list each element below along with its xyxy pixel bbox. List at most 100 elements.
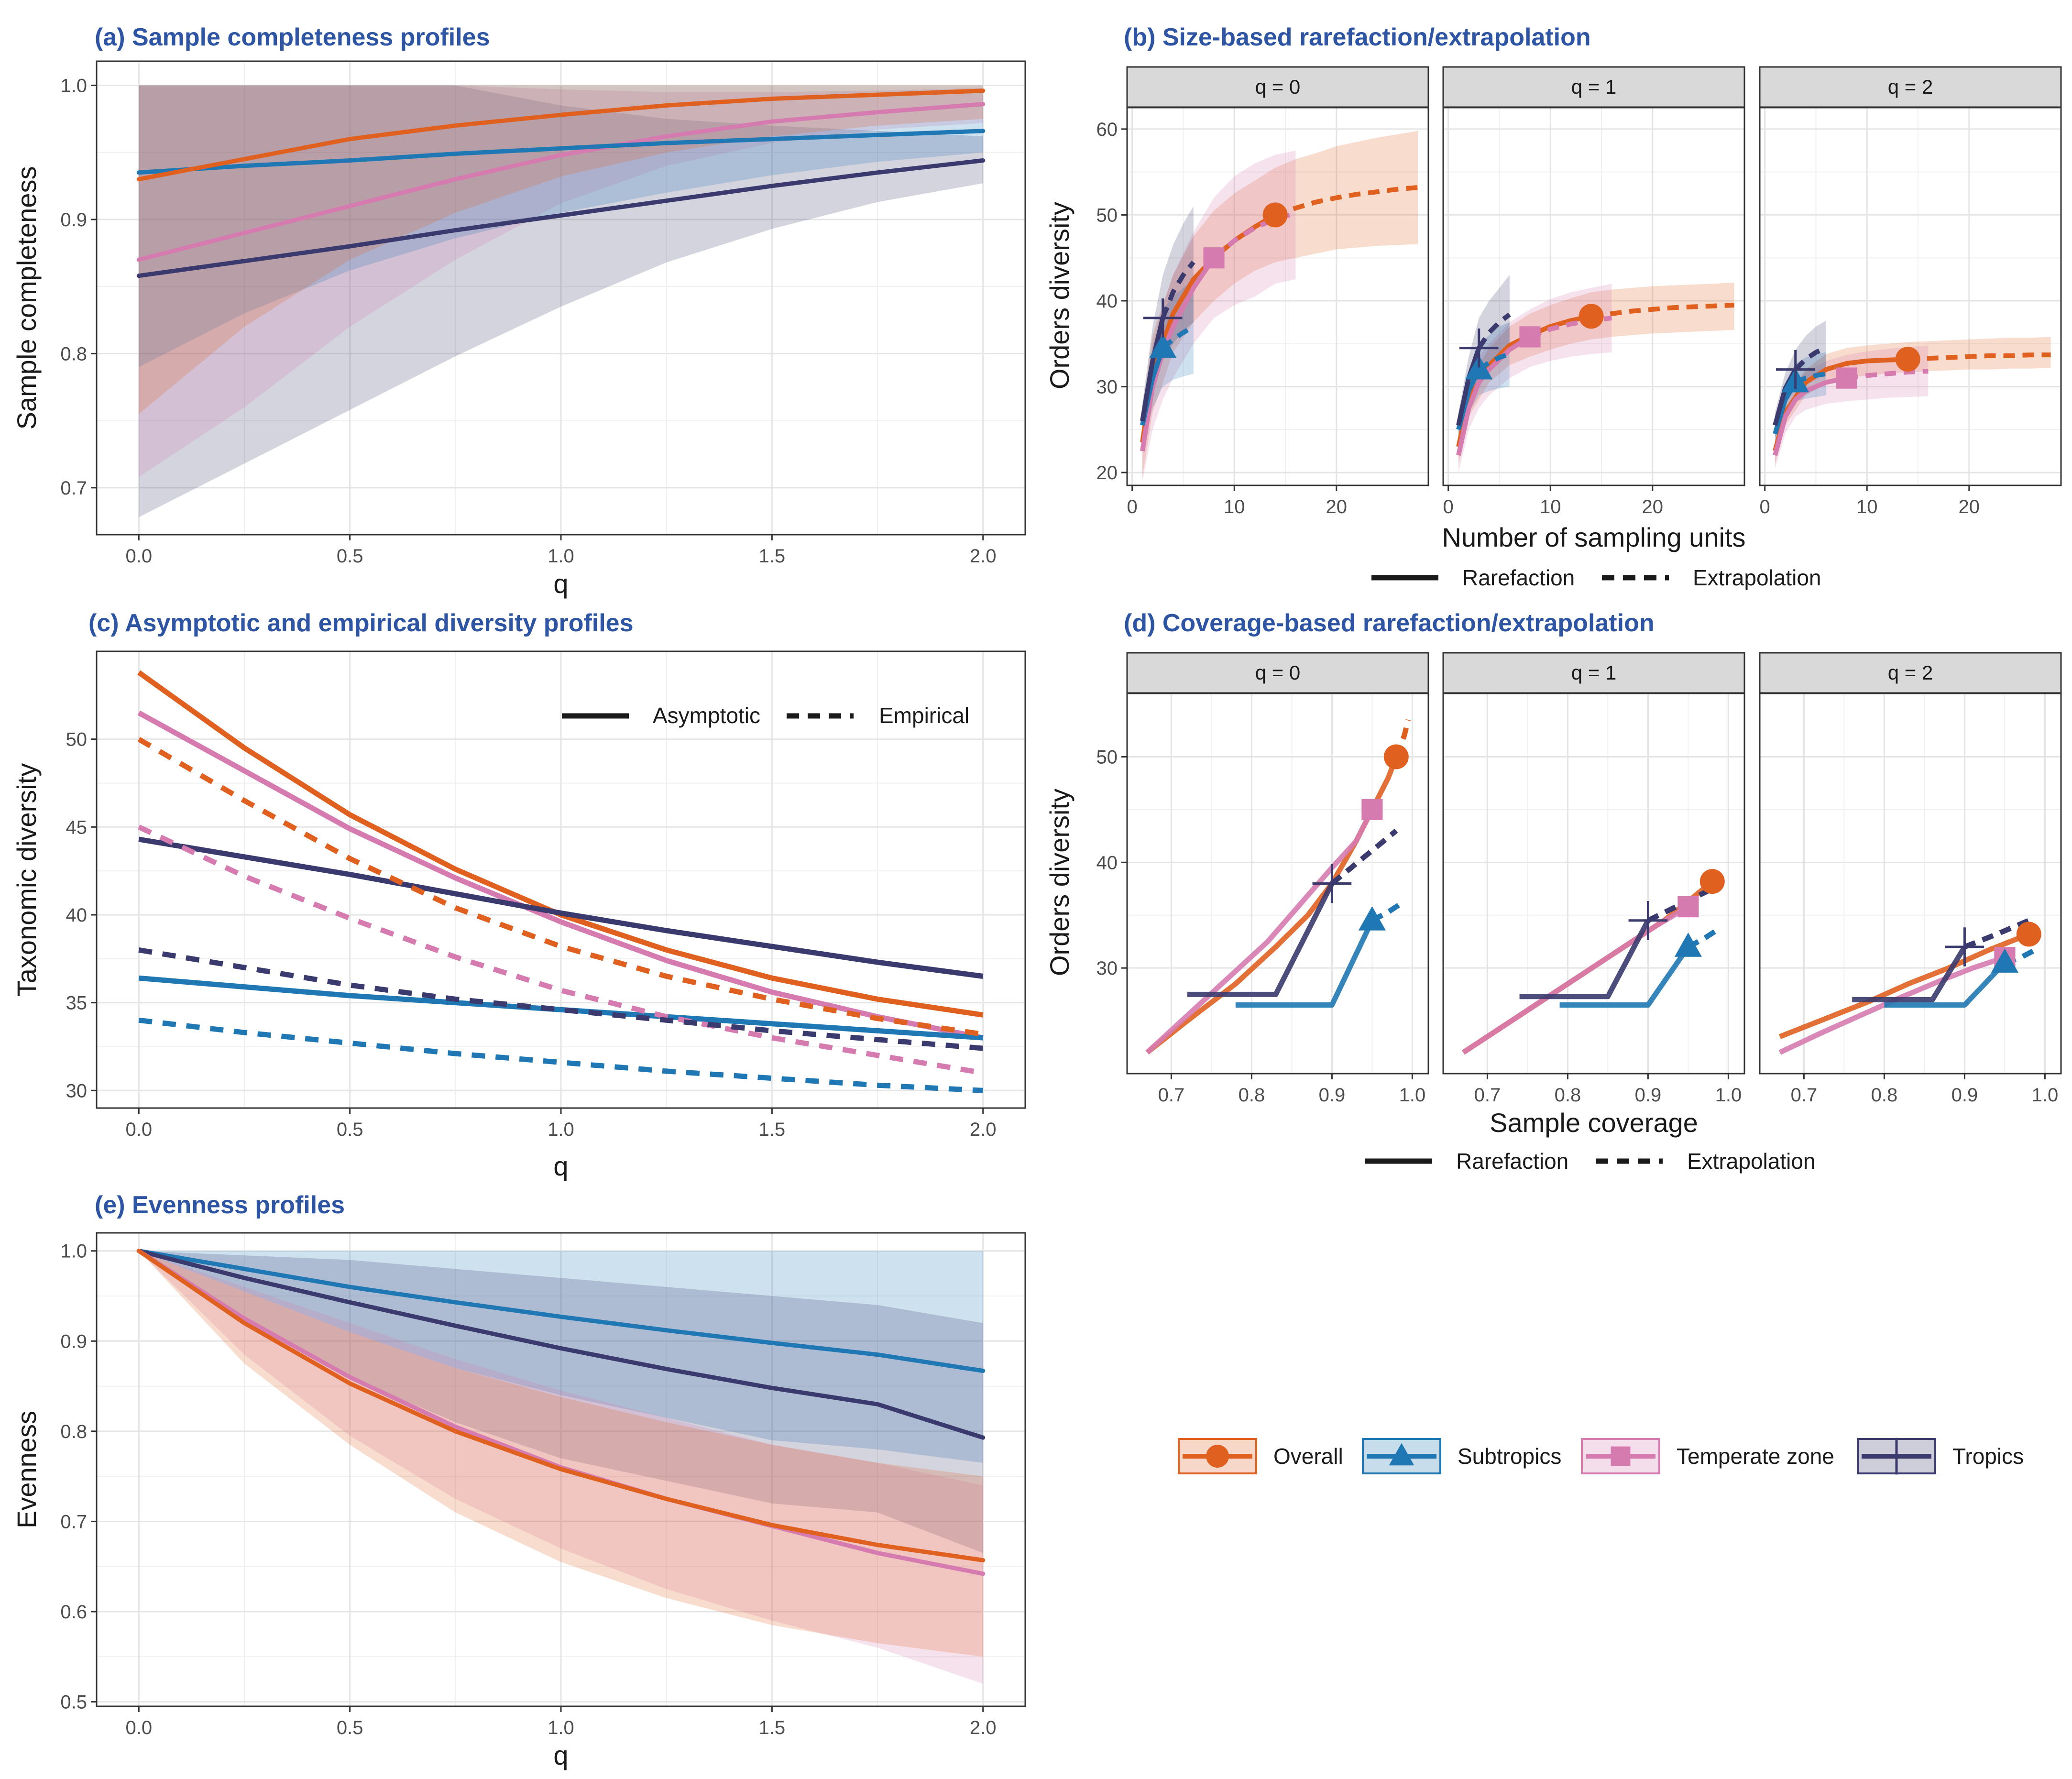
temperate-zone-observed-marker bbox=[1361, 799, 1383, 821]
temperate-zone-rarefaction-line bbox=[1461, 904, 1690, 1055]
y-tick-label: 30 bbox=[1096, 377, 1118, 398]
panel-d-x-label: Sample coverage bbox=[1490, 1108, 1698, 1138]
x-tick-label: 0.9 bbox=[1319, 1085, 1346, 1106]
overall-extrapolation-line bbox=[1274, 185, 1419, 218]
facet-strip-label: q = 2 bbox=[1888, 661, 1933, 684]
x-tick-label: 0.0 bbox=[125, 1717, 152, 1738]
legend-item-subtropics: Subtropics bbox=[1362, 1438, 1561, 1474]
subtropics-rarefaction-line bbox=[1235, 919, 1375, 1008]
x-tick-label: 1.5 bbox=[759, 1119, 786, 1140]
x-tick-label: 0.8 bbox=[1555, 1085, 1581, 1106]
x-tick-label: 1.0 bbox=[548, 1717, 574, 1738]
tropics-observed-marker bbox=[1945, 927, 1984, 966]
panel-b: (b) Size-based rarefaction/extrapolation… bbox=[1044, 23, 2062, 590]
tropics-asymptotic-line bbox=[138, 836, 984, 979]
legend-key-circle-icon bbox=[1206, 1445, 1229, 1468]
subtropics-asymptotic-line bbox=[138, 975, 984, 1041]
tropics-extrapolation-line bbox=[1646, 886, 1714, 923]
facet-strip-label: q = 1 bbox=[1571, 76, 1617, 98]
legend-key-square-icon bbox=[1611, 1446, 1631, 1466]
panel-d: (d) Coverage-based rarefaction/extrapola… bbox=[1044, 609, 2062, 1174]
tropics-rarefaction-line bbox=[1852, 945, 1967, 1002]
y-tick-label: 50 bbox=[66, 729, 88, 750]
temperate-zone-extrapolation-line bbox=[1529, 315, 1612, 340]
tropics-ci-band bbox=[139, 1251, 983, 1553]
x-tick-label: 20 bbox=[1959, 496, 1980, 517]
y-tick-label: 0.9 bbox=[60, 209, 87, 231]
temperate-zone-rarefaction-line bbox=[1145, 808, 1375, 1054]
legend-item-tropics: Tropics bbox=[1857, 1438, 2024, 1475]
facet-x-ticks: 0 10 20 bbox=[1127, 485, 1347, 517]
x-tick-label: 10 bbox=[1224, 496, 1245, 517]
facet-grid bbox=[1760, 693, 2061, 1074]
x-tick-label: 0.7 bbox=[1158, 1085, 1185, 1106]
facet-plot-area bbox=[1760, 693, 2061, 1074]
facet-strip bbox=[1126, 66, 1429, 108]
subtropics-observed-marker bbox=[1991, 948, 2018, 973]
subtropics-ci-band bbox=[1142, 279, 1194, 447]
facet-q1: q = 1 0 10 20 bbox=[1442, 66, 1745, 517]
legend-extrapolation-label: Extrapolation bbox=[1687, 1149, 1816, 1174]
overall-ci-band bbox=[139, 85, 983, 414]
x-tick-label: 0 bbox=[1760, 496, 1770, 517]
tropics-observed-marker bbox=[1628, 900, 1668, 940]
legend-extrapolation-label: Extrapolation bbox=[1693, 565, 1821, 590]
facet-series bbox=[1773, 320, 2051, 469]
x-tick-label: 1.0 bbox=[548, 546, 574, 567]
y-tick-label: 40 bbox=[1096, 291, 1118, 312]
group-legend: Overall Subtropics Temperate zone Tropics bbox=[1178, 1438, 2024, 1475]
y-tick-label: 1.0 bbox=[60, 1241, 87, 1262]
temperate-zone-rarefaction-line bbox=[1140, 256, 1216, 451]
legend-key-triangle-icon bbox=[1389, 1443, 1414, 1466]
legend-rarefaction-label: Rarefaction bbox=[1462, 565, 1575, 590]
facet-grid bbox=[1443, 108, 1744, 485]
y-tick-label: 50 bbox=[1096, 747, 1118, 768]
overall-line bbox=[136, 1249, 986, 1562]
x-tick-label: 1.0 bbox=[1715, 1085, 1742, 1106]
panel-a-y-label: Sample completeness bbox=[11, 166, 42, 430]
y-tick-label: 35 bbox=[66, 993, 88, 1014]
tropics-extrapolation-line bbox=[1963, 918, 2030, 950]
temperate-zone-extrapolation-line bbox=[1846, 369, 1929, 381]
temperate-zone-observed-marker bbox=[1519, 326, 1541, 348]
x-tick-label: 10 bbox=[1540, 496, 1561, 517]
temperate-zone-asymptotic-line bbox=[137, 710, 984, 1041]
facet-x-ticks: 0.7 0.8 0.9 1.0 bbox=[1474, 1074, 1742, 1106]
overall-observed-marker bbox=[1699, 869, 1725, 894]
temperate-zone-ci-band bbox=[1142, 150, 1296, 481]
y-tick-label: 40 bbox=[66, 905, 88, 926]
panel-e: (e) Evenness profiles 0.0 0.5 1.0 1.5 2.0 0.… bbox=[11, 1191, 1026, 1770]
subtropics-line bbox=[136, 1249, 986, 1373]
panel-c-lines bbox=[137, 670, 984, 1093]
facet-x-ticks: 0.7 0.8 0.9 1.0 bbox=[1158, 1074, 1426, 1106]
overall-observed-marker bbox=[1383, 744, 1409, 769]
panel-d-facets: q = 0 0.7 0.8 0.9 1.0 q = 1 0.7 0.8 0.9 1.0 q = 2 0… bbox=[1126, 652, 2062, 1106]
overall-line bbox=[136, 88, 986, 182]
x-tick-label: 0.5 bbox=[337, 1119, 363, 1140]
y-tick-label: 40 bbox=[1096, 852, 1118, 873]
panel-b-y-label: Orders diversity bbox=[1044, 202, 1074, 389]
facet-border bbox=[1759, 692, 2062, 1075]
facet-q2: q = 2 0.7 0.8 0.9 1.0 bbox=[1759, 652, 2062, 1106]
temperate-zone-ci-band bbox=[1458, 284, 1612, 473]
y-tick-label: 0.7 bbox=[60, 1511, 87, 1532]
facet-q0: q = 0 0 10 20 bbox=[1126, 66, 1429, 517]
subtropics-empirical-line bbox=[138, 1017, 983, 1093]
legend-item-overall: Overall bbox=[1178, 1438, 1343, 1474]
x-tick-label: 0.5 bbox=[337, 1717, 363, 1738]
subtropics-rarefaction-line bbox=[1884, 961, 2007, 1008]
panel-a-y-ticks: 0.7 0.8 0.9 1.0 bbox=[60, 75, 97, 499]
panel-c-title: (c) Asymptotic and empirical diversity p… bbox=[88, 609, 634, 637]
y-tick-label: 0.8 bbox=[60, 1421, 87, 1442]
panel-e-y-label: Evenness bbox=[11, 1411, 42, 1528]
facet-strip-label: q = 1 bbox=[1571, 661, 1617, 684]
panel-c: (c) Asymptotic and empirical diversity p… bbox=[11, 609, 1026, 1181]
panel-a-lines bbox=[136, 88, 986, 278]
overall-observed-marker bbox=[2016, 922, 2041, 947]
panel-a-x-ticks: 0.0 0.5 1.0 1.5 2.0 bbox=[125, 535, 997, 567]
x-tick-label: 1.0 bbox=[1399, 1085, 1426, 1106]
subtropics-line bbox=[136, 129, 986, 175]
overall-extrapolation-line bbox=[1591, 303, 1734, 319]
temperate-zone-line bbox=[136, 102, 986, 262]
y-tick-label: 0.5 bbox=[60, 1692, 87, 1713]
